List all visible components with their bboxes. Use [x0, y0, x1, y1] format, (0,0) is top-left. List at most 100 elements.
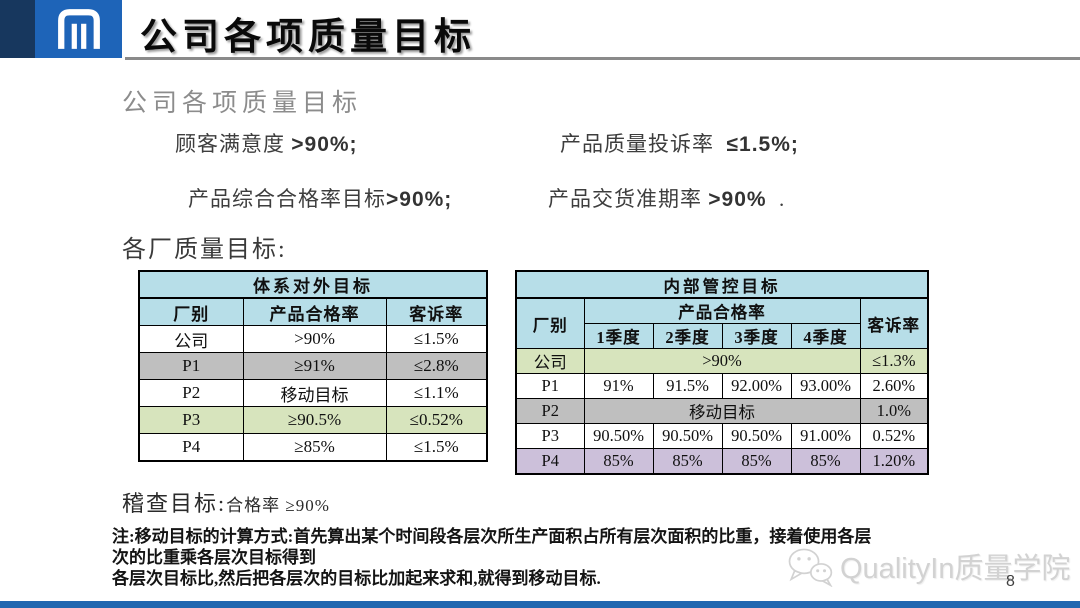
cell-q1: 90.50% — [583, 423, 654, 449]
table-row: P2 移动目标 ≤1.1% — [138, 379, 488, 407]
table-row: P1 ≥91% ≤2.8% — [138, 352, 488, 380]
cell-factory: P1 — [515, 373, 585, 399]
table-row: 公司 >90% ≤1.5% — [138, 325, 488, 353]
cell-factory: 公司 — [138, 325, 244, 353]
footer-accent-bar — [0, 601, 1080, 608]
cell-factory: 公司 — [515, 348, 585, 374]
goal-label: 产品质量投诉率 — [560, 132, 727, 156]
table-caption-row: 体系对外目标 — [138, 270, 488, 299]
table-row: P1 91% 91.5% 92.00% 93.00% 2.60% — [515, 373, 929, 399]
internal-table-caption: 内部管控目标 — [515, 270, 929, 299]
cell-factory: P2 — [515, 398, 585, 424]
cell-pass: ≥90.5% — [242, 406, 387, 434]
note-line-3: 各层次目标比,然后把各层次的目标比加起来求和,就得到移动目标. — [112, 569, 601, 588]
cell-q4: 85% — [790, 448, 861, 475]
cell-q1: 91% — [583, 373, 654, 399]
audit-label: 稽查目标: — [122, 491, 227, 516]
cell-q4: 93.00% — [790, 373, 861, 399]
col-header-q4: 4季度 — [790, 323, 861, 349]
wechat-icon — [788, 548, 833, 587]
cell-factory: P2 — [138, 379, 244, 407]
goal-label: 顾客满意度 — [175, 132, 292, 156]
cell-factory: P1 — [138, 352, 244, 380]
audit-value: 合格率 ≥90% — [226, 496, 330, 515]
page-number: 8 — [1006, 573, 1015, 590]
col-header-factory: 厂别 — [138, 297, 244, 326]
table-caption-row: 内部管控目标 — [515, 270, 929, 299]
header-navy-strip — [0, 0, 35, 58]
col-header-q1: 1季度 — [583, 323, 654, 349]
cell-complaint: ≤1.5% — [385, 325, 488, 353]
cell-complaint: ≤0.52% — [385, 406, 488, 434]
goal-value: ≤1.5%; — [726, 133, 799, 156]
cell-complaint: 2.60% — [859, 373, 929, 399]
cell-complaint: 1.20% — [859, 448, 929, 475]
goal-label: 产品综合合格率目标 — [188, 187, 386, 211]
cell-factory: P3 — [515, 423, 585, 449]
goal-label: 产品交货准期率 — [548, 187, 709, 211]
cell-pass: ≥91% — [242, 352, 387, 380]
moving-target-note: 注:移动目标的计算方式:首先算出某个时间段各层次所生产面积占所有层次面积的比重，… — [112, 526, 871, 589]
cell-factory: P4 — [138, 433, 244, 462]
slide-header-title: 公司各项质量目标 — [140, 17, 476, 58]
cell-q2: 90.50% — [652, 423, 723, 449]
header-divider-line — [125, 57, 1080, 60]
cell-pass: ≥85% — [242, 433, 387, 462]
col-header-complaint-rate: 客诉率 — [859, 297, 929, 349]
cell-complaint: ≤2.8% — [385, 352, 488, 380]
internal-targets-table: 内部管控目标 厂别 产品合格率 客诉率 1季度 2季度 3季度 4季度 公司 >… — [515, 270, 929, 475]
cell-pass: 移动目标 — [242, 379, 387, 407]
col-header-q3: 3季度 — [721, 323, 792, 349]
cell-q4: 91.00% — [790, 423, 861, 449]
table-row: P2 移动目标 1.0% — [515, 398, 929, 424]
goal-pass-rate: 产品综合合格率目标>90%; — [188, 183, 452, 213]
goal-value: >90% — [708, 188, 767, 211]
col-header-pass-rate: 产品合格率 — [242, 297, 387, 326]
col-header-factory: 厂别 — [515, 297, 585, 349]
table-row: P4 ≥85% ≤1.5% — [138, 433, 488, 462]
cell-complaint: 1.0% — [859, 398, 929, 424]
table-quarter-header-row: 1季度 2季度 3季度 4季度 — [516, 323, 928, 349]
cell-q1: 85% — [583, 448, 654, 475]
col-header-q2: 2季度 — [652, 323, 723, 349]
goal-complaint-rate: 产品质量投诉率 ≤1.5%; — [560, 128, 799, 158]
cell-merged-target: 移动目标 — [583, 398, 861, 424]
table-row: P4 85% 85% 85% 85% 1.20% — [515, 448, 929, 475]
cell-q3: 92.00% — [721, 373, 792, 399]
cell-q3: 85% — [721, 448, 792, 475]
col-header-complaint-rate: 客诉率 — [385, 297, 488, 326]
cell-complaint: ≤1.5% — [385, 433, 488, 462]
cell-complaint: ≤1.1% — [385, 379, 488, 407]
goal-delivery-rate: 产品交货准期率 >90% . — [548, 183, 785, 213]
note-line-1: 注:移动目标的计算方式:首先算出某个时间段各层次所生产面积占所有层次面积的比重，… — [112, 527, 872, 546]
cell-factory: P4 — [515, 448, 585, 475]
company-logo — [35, 0, 122, 58]
cell-q2: 85% — [652, 448, 723, 475]
cell-merged-target: >90% — [583, 348, 861, 374]
table-header-row: 厂别 产品合格率 客诉率 — [138, 297, 488, 326]
watermark-text: QualityIn质量学院 — [840, 553, 1071, 585]
cell-q2: 91.5% — [652, 373, 723, 399]
table-row: 公司 >90% ≤1.3% — [515, 348, 929, 374]
company-logo-icon — [57, 9, 100, 49]
external-table-caption: 体系对外目标 — [138, 270, 488, 299]
cell-factory: P3 — [138, 406, 244, 434]
cell-pass: >90% — [242, 325, 387, 353]
audit-goal: 稽查目标:合格率 ≥90% — [122, 486, 330, 518]
goal-value: >90%; — [291, 133, 358, 156]
cell-complaint: 0.52% — [859, 423, 929, 449]
cell-q3: 90.50% — [721, 423, 792, 449]
col-header-pass-rate: 产品合格率 — [583, 297, 861, 324]
goal-customer-satisfaction: 顾客满意度 >90%; — [175, 128, 358, 158]
goal-suffix: . — [766, 187, 786, 211]
table-header-row: 厂别 产品合格率 客诉率 — [515, 297, 929, 349]
external-targets-table: 体系对外目标 厂别 产品合格率 客诉率 公司 >90% ≤1.5% P1 ≥91… — [138, 270, 488, 462]
factory-goals-section-title: 各厂质量目标: — [122, 237, 287, 263]
goal-value: >90%; — [386, 188, 453, 211]
slide-subtitle: 公司各项质量目标 — [122, 90, 363, 117]
watermark: QualityIn质量学院 — [786, 545, 1070, 587]
note-line-2: 次的比重乘各层次目标得到 — [112, 548, 316, 567]
cell-complaint: ≤1.3% — [859, 348, 929, 374]
table-row: P3 90.50% 90.50% 90.50% 91.00% 0.52% — [515, 423, 929, 449]
